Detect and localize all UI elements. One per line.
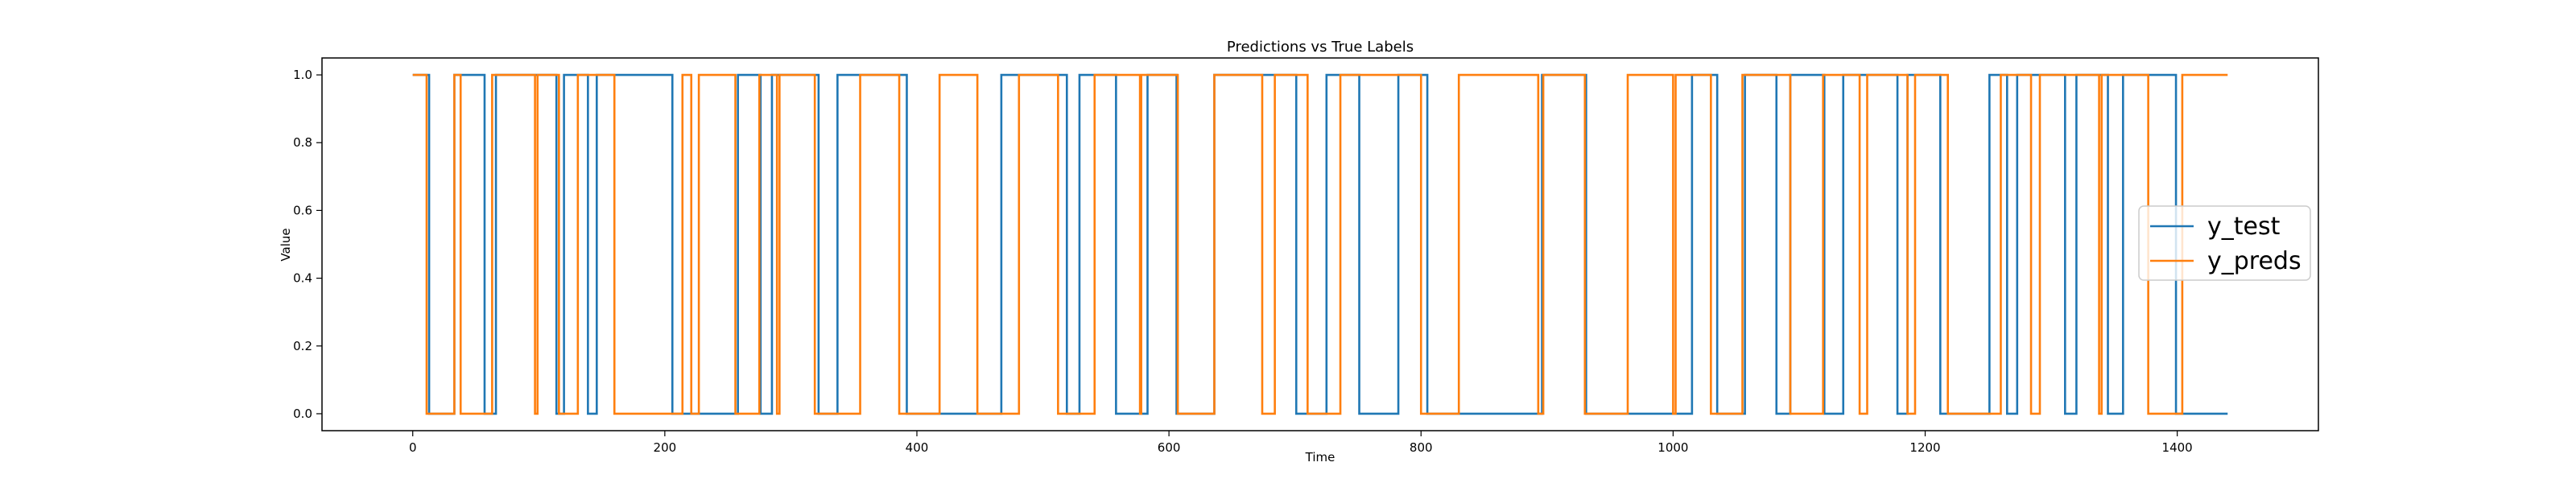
series-line-y-test xyxy=(412,73,2228,415)
legend-label-y-test: y_test xyxy=(2207,213,2281,241)
x-tick-label: 0 xyxy=(409,440,417,455)
y-tick-label: 0.8 xyxy=(293,135,312,150)
legend-label-y-preds: y_preds xyxy=(2207,247,2301,275)
legend: y_test y_preds xyxy=(2138,205,2311,281)
plot-area xyxy=(321,57,2319,431)
x-tick-label: 800 xyxy=(1410,440,1433,455)
plot-background xyxy=(322,58,2318,431)
y-tick-label: 0.2 xyxy=(293,339,312,353)
y-tick-label: 0.6 xyxy=(293,203,312,217)
y-tick-label: 0.0 xyxy=(293,407,312,421)
series-line-y-preds xyxy=(412,73,2228,415)
y-axis-label: Value xyxy=(279,228,293,261)
x-tick-label: 400 xyxy=(906,440,929,455)
y-tick-label: 1.0 xyxy=(293,68,312,82)
x-tick-label: 1400 xyxy=(2162,440,2193,455)
x-axis-ticks: 0 200 400 600 800 1000 1200 1400 xyxy=(409,431,2193,455)
x-tick-label: 1200 xyxy=(1909,440,1940,455)
x-tick-label: 1000 xyxy=(1657,440,1688,455)
chart-title: Predictions vs True Labels xyxy=(1227,39,1414,56)
y-tick-label: 0.4 xyxy=(293,271,312,286)
x-axis-label: Time xyxy=(1305,450,1335,464)
plot-frame xyxy=(321,57,2319,431)
x-tick-label: 200 xyxy=(654,440,677,455)
y-axis-ticks: 0.0 0.2 0.4 0.6 0.8 1.0 xyxy=(293,68,322,421)
x-tick-label: 600 xyxy=(1158,440,1181,455)
